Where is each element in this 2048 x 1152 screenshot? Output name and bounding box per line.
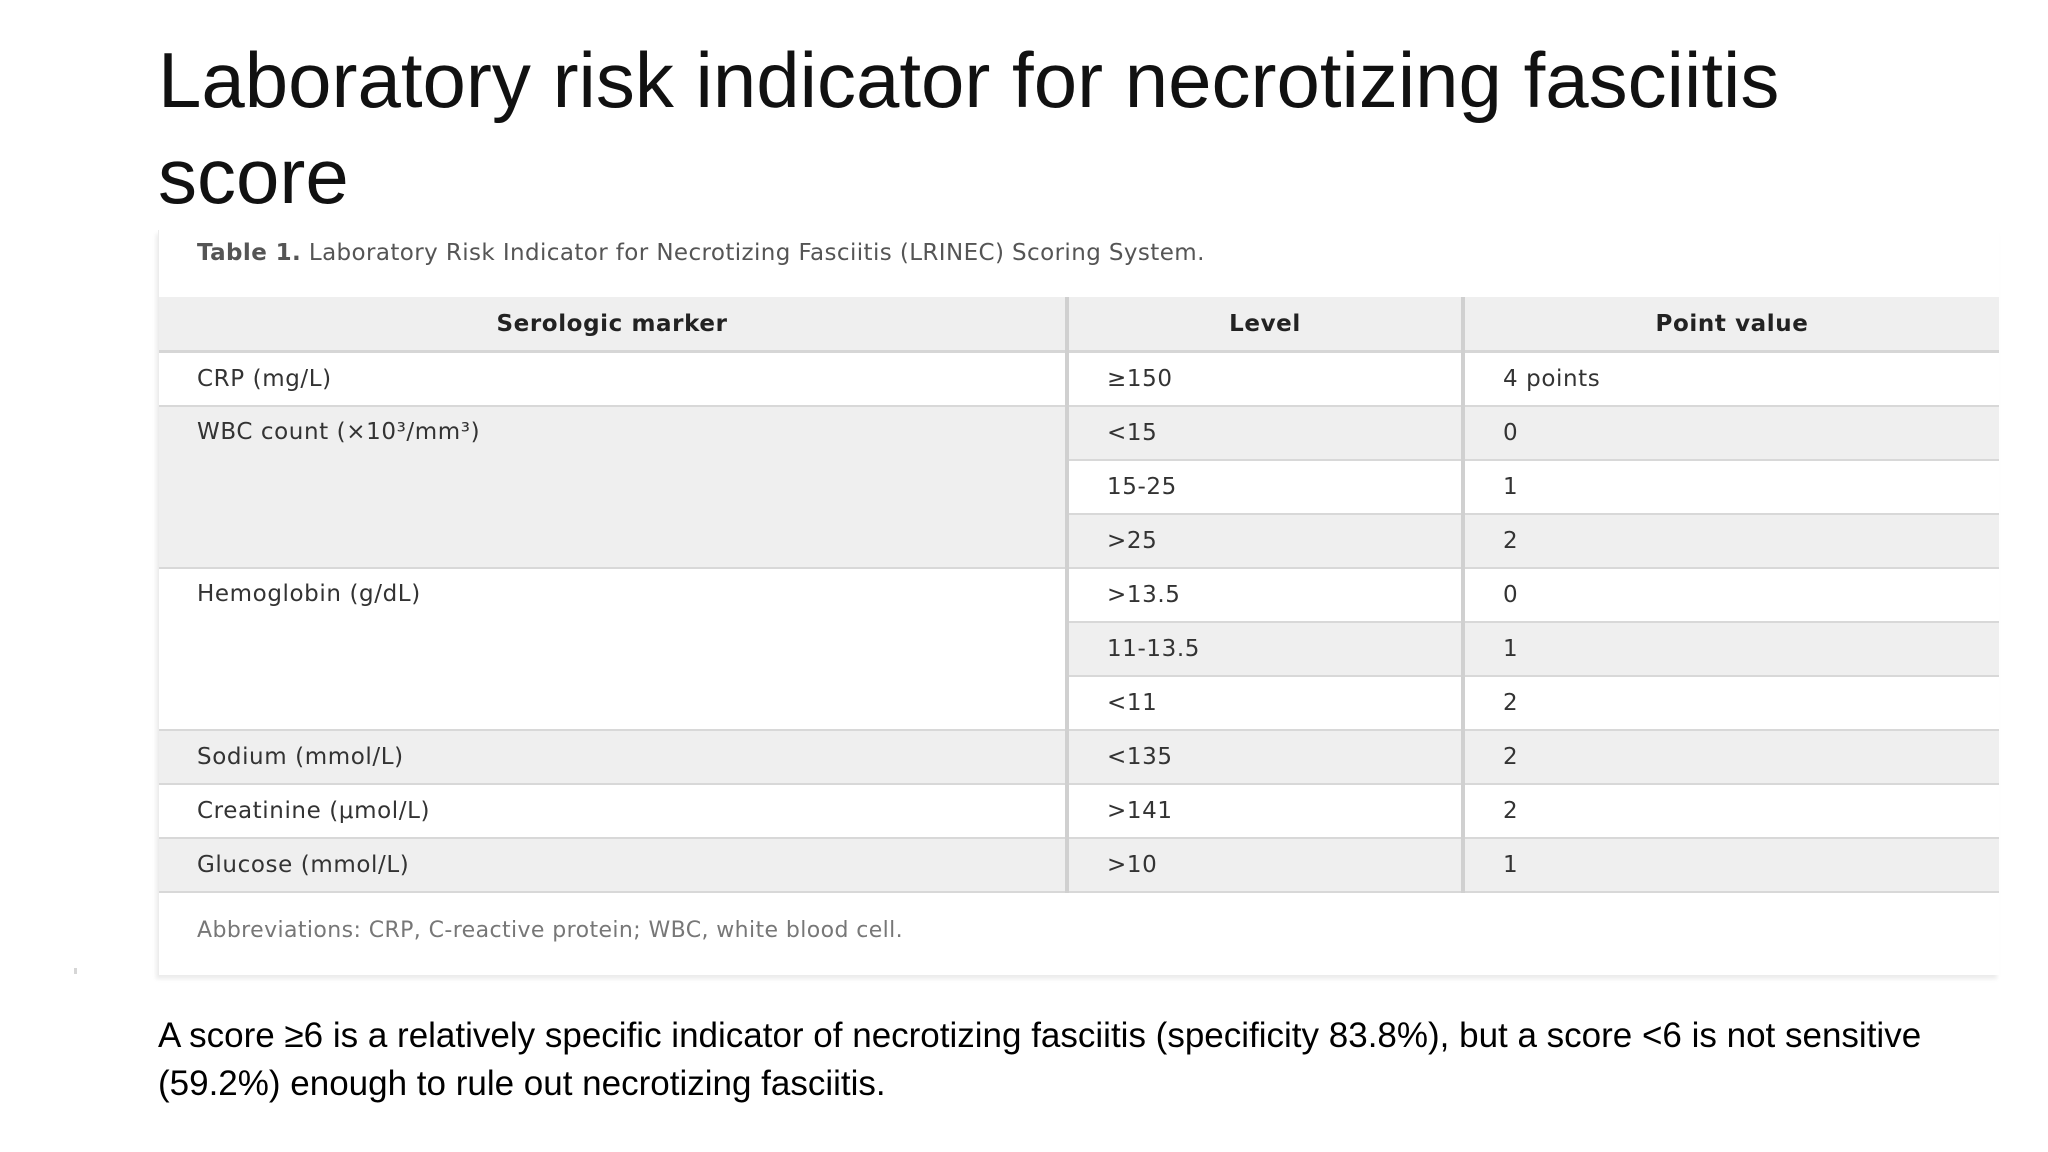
body-text: A score ≥6 is a relatively specific indi… [158,1016,1922,1103]
table-row: Creatinine (μmol/L) >141 2 [159,784,1999,839]
marker-cell: Sodium (mmol/L) [159,730,1067,785]
table-row: CRP (mg/L) ≥150 4 points [159,351,1999,407]
marker-cell: CRP (mg/L) [159,351,1067,407]
header-level: Level [1065,297,1463,353]
level-cell: 15-25 [1065,460,1463,515]
table-caption: Table 1. Laboratory Risk Indicator for N… [197,240,1205,266]
lrinec-table: Serologic marker Level Point value CRP (… [159,297,1999,893]
level-cell: >13.5 [1065,568,1463,623]
points-cell: 1 [1461,838,1999,893]
level-cell: >25 [1065,514,1463,569]
marker-cell: Glucose (mmol/L) [159,838,1067,893]
marker-cell: Hemoglobin (g/dL) [159,568,1067,731]
level-cell: <15 [1065,406,1463,461]
table-row: >25 2 [159,514,1999,569]
points-cell: 1 [1461,622,1999,677]
points-cell: 2 [1461,730,1999,785]
lrinec-table-figure: Table 1. Laboratory Risk Indicator for N… [158,230,1999,975]
table-caption-label: Table 1. [197,240,302,266]
level-cell: >141 [1065,784,1463,839]
table-row: WBC count (×10³/mm³) <15 0 [159,406,1999,569]
points-cell: 0 [1461,406,1999,461]
divider [74,968,77,974]
table-row: 11-13.5 1 [159,622,1999,677]
points-cell: 1 [1461,460,1999,515]
slide-title: Laboratory risk indicator for necrotizin… [158,36,1780,220]
table-row: 15-25 1 [159,460,1999,515]
level-cell: <11 [1065,676,1463,731]
table-footnote: Abbreviations: CRP, C-reactive protein; … [197,918,904,943]
header-serologic-marker: Serologic marker [159,297,1067,353]
points-cell: 2 [1461,676,1999,731]
header-point-value: Point value [1461,297,1999,353]
table-row: Glucose (mmol/L) >10 1 [159,838,1999,893]
points-cell: 4 points [1461,351,1999,407]
table-row: Hemoglobin (g/dL) >13.5 0 [159,568,1999,731]
table-row: <11 2 [159,676,1999,731]
level-cell: ≥150 [1065,351,1463,407]
level-cell: 11-13.5 [1065,622,1463,677]
level-cell: >10 [1065,838,1463,893]
points-cell: 2 [1461,514,1999,569]
table-header-row: Serologic marker Level Point value [159,297,1999,353]
level-cell: <135 [1065,730,1463,785]
marker-cell: WBC count (×10³/mm³) [159,406,1067,569]
points-cell: 2 [1461,784,1999,839]
table-row: Sodium (mmol/L) <135 2 [159,730,1999,785]
marker-cell: Creatinine (μmol/L) [159,784,1067,839]
table-caption-text: Laboratory Risk Indicator for Necrotizin… [301,240,1205,266]
points-cell: 0 [1461,568,1999,623]
